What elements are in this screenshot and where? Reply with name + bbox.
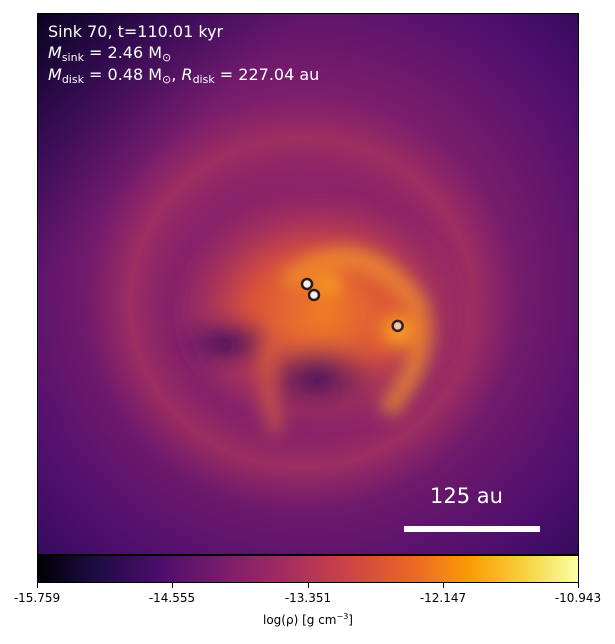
disk-separator: , [171,65,182,84]
colorbar-tick [172,583,173,588]
disk-mass-symbol: M [48,65,62,84]
density-map-panel: Sink 70, t=110.01 kyr Msink = 2.46 M⊙ Md… [37,13,579,555]
sink-title: Sink 70, t=110.01 kyr [48,22,224,41]
colorbar-tick [37,583,38,588]
sink-marker-b [307,288,321,302]
colorbar-tick-label: -10.943 [554,591,602,605]
colorbar-tick [578,583,579,588]
disk-info-text: Mdisk = 0.48 M⊙, Rdisk = 227.04 au [48,65,319,90]
colorbar-tick [443,583,444,588]
colorbar-label-sup: −3 [336,612,349,621]
colorbar-label-main: log(ρ) [g cm [263,613,337,627]
disk-mass-value: = 0.48 M [83,65,163,84]
colorbar-tick-label: -14.555 [148,591,196,605]
colorbar-tick-label: -15.759 [13,591,61,605]
scalebar [404,526,540,532]
sink-marker-c [391,319,404,333]
colorbar-label: log(ρ) [g cm−3] [263,612,353,627]
disk-mass-sub: disk [61,73,84,86]
disk-radius-sub: disk [192,73,215,86]
sink-mass-text: Msink = 2.46 M⊙ [48,43,171,68]
colorbar-label-end: ] [348,613,353,627]
sink-marker-a [300,277,314,291]
sink-mass-value: = 2.46 M [83,43,163,62]
sink-mass-symbol: M [48,43,62,62]
disk-mass-unit: ⊙ [162,73,172,86]
sink-mass-unit: ⊙ [162,51,172,64]
density-map [38,14,578,554]
scalebar-label: 125 au [430,484,503,508]
colorbar-tick-label: -12.147 [419,591,467,605]
colorbar-tick [308,583,309,588]
colorbar-tick-label: -13.351 [284,591,332,605]
disk-radius-symbol: R [181,65,193,84]
colorbar [37,555,579,583]
sink-mass-sub: sink [61,51,84,64]
disk-radius-value: = 227.04 au [214,65,320,84]
